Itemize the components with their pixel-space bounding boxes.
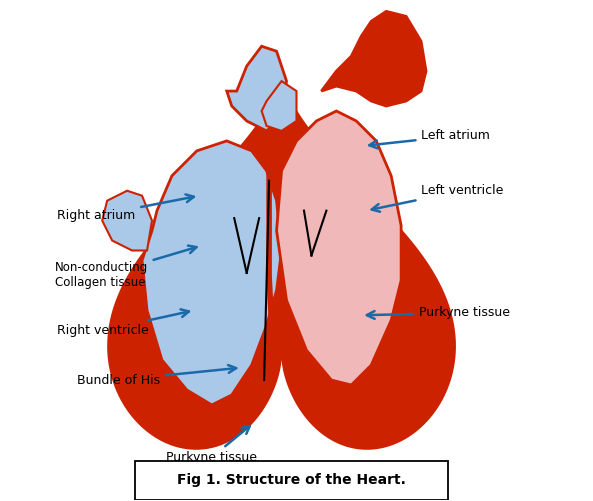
Polygon shape	[262, 81, 296, 131]
Text: Purkyne tissue: Purkyne tissue	[367, 306, 509, 319]
FancyBboxPatch shape	[135, 461, 448, 499]
Text: Right atrium: Right atrium	[58, 194, 194, 222]
Text: Purkyne tissue: Purkyne tissue	[166, 426, 257, 464]
Polygon shape	[102, 191, 152, 250]
Text: Right ventricle: Right ventricle	[58, 309, 189, 337]
Polygon shape	[227, 46, 286, 131]
Text: Non-conducting
Collagen tissue: Non-conducting Collagen tissue	[55, 245, 196, 290]
Polygon shape	[276, 111, 401, 385]
Polygon shape	[107, 71, 456, 450]
Polygon shape	[321, 12, 426, 106]
Text: Left atrium: Left atrium	[369, 129, 490, 148]
Polygon shape	[142, 141, 282, 405]
Text: Bundle of His: Bundle of His	[77, 365, 236, 387]
Text: Fig 1. Structure of the Heart.: Fig 1. Structure of the Heart.	[177, 473, 406, 487]
Text: Left ventricle: Left ventricle	[372, 184, 503, 212]
